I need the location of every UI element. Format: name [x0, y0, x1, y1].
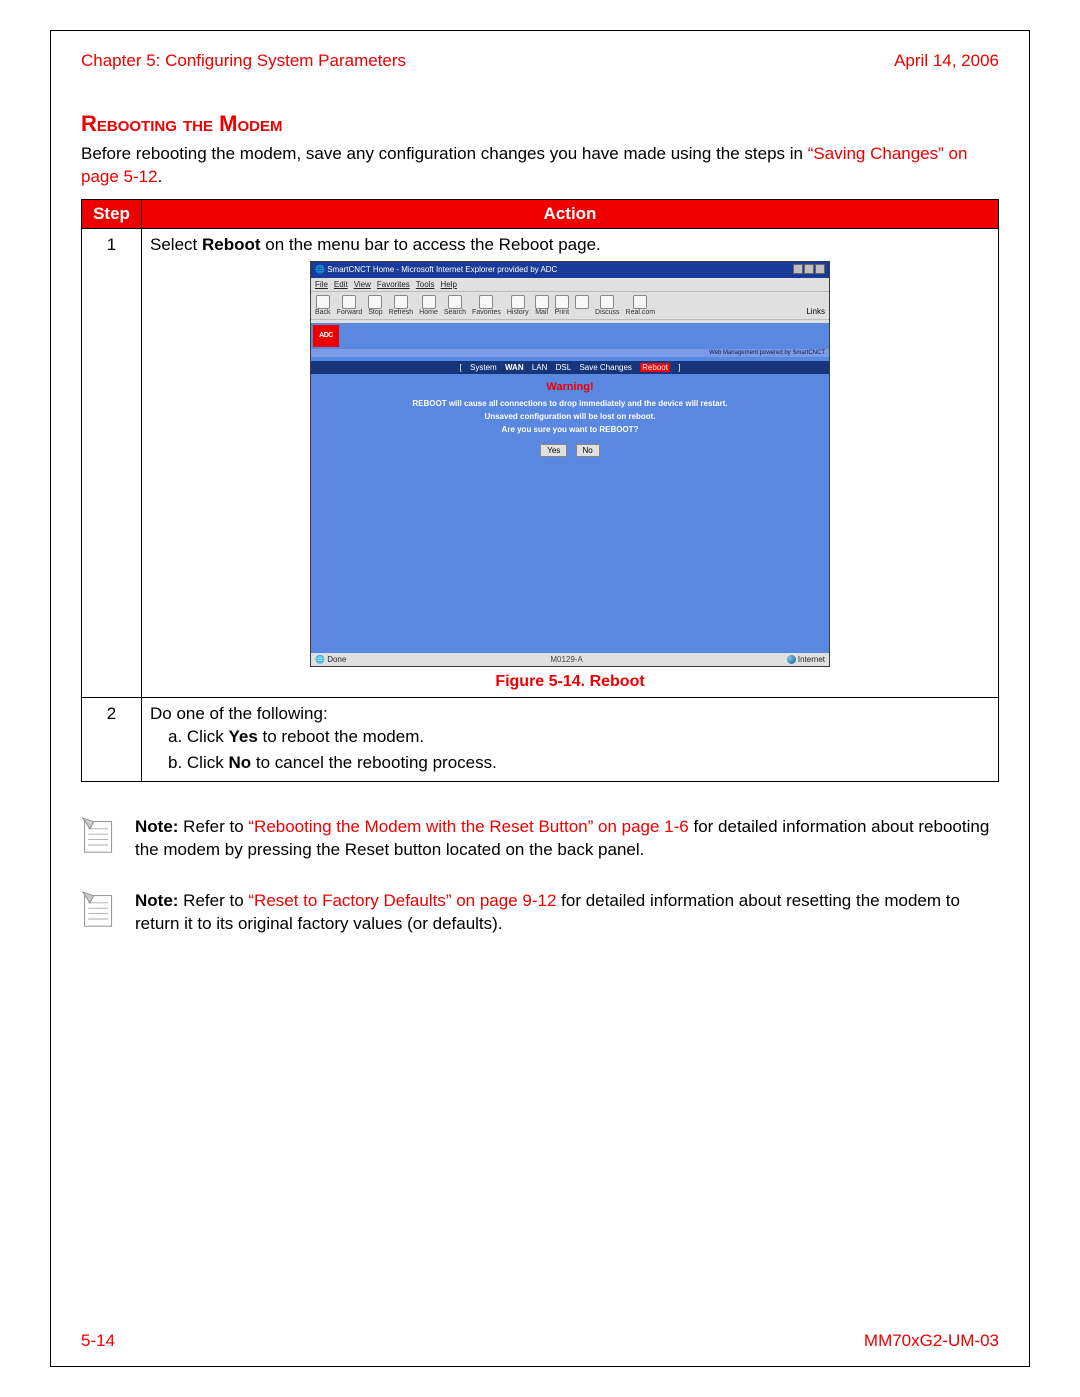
- note-item: Note: Refer to “Reset to Factory Default…: [81, 890, 999, 936]
- page-footer: 5-14 MM70xG2-UM-03: [81, 1311, 999, 1351]
- page-body: ADC Web Management powered by SmartCNCT …: [311, 323, 829, 653]
- intro-pre: Before rebooting the modem, save any con…: [81, 144, 808, 163]
- adc-logo: ADC: [313, 325, 339, 347]
- intro-paragraph: Before rebooting the modem, save any con…: [81, 143, 999, 189]
- tool-mail: Mail: [535, 295, 549, 316]
- steps-table: Step Action 1 Select Reboot on the menu …: [81, 199, 999, 782]
- step-action: Select Reboot on the menu bar to access …: [142, 228, 999, 697]
- warning-line2: Unsaved configuration will be lost on re…: [311, 412, 829, 421]
- app-nav[interactable]: [ System WAN LAN DSL Save Changes Reboot…: [311, 361, 829, 374]
- warning-title: Warning!: [311, 381, 829, 393]
- r1-bold: Reboot: [202, 235, 261, 254]
- note-link[interactable]: “Reset to Factory Defaults” on page 9-12: [248, 891, 556, 910]
- note-item: Note: Refer to “Rebooting the Modem with…: [81, 816, 999, 862]
- status-code: M0129-A: [346, 655, 787, 664]
- note-icon: [81, 816, 117, 861]
- browser-toolbar[interactable]: Back Forward Stop Refresh Home Search Fa…: [311, 291, 829, 319]
- tool-search: Search: [444, 295, 466, 316]
- chapter-title: Chapter 5: Configuring System Parameters: [81, 51, 406, 71]
- r1-post: on the menu bar to access the Reboot pag…: [261, 235, 601, 254]
- tool-stop: Stop: [368, 295, 382, 316]
- tool-print: Print: [555, 295, 569, 316]
- tool-forward: Forward: [337, 295, 363, 316]
- tool-favorites: Favorites: [472, 295, 501, 316]
- notes-section: Note: Refer to “Rebooting the Modem with…: [81, 816, 999, 964]
- no-button[interactable]: No: [576, 444, 600, 457]
- r2-lead: Do one of the following:: [150, 704, 990, 724]
- tool-realcom: Real.com: [626, 295, 656, 316]
- window-titlebar: 🌐 SmartCNCT Home - Microsoft Internet Ex…: [311, 262, 829, 278]
- window-controls[interactable]: [792, 264, 825, 276]
- tool-discuss: Discuss: [595, 295, 620, 316]
- note-label: Note:: [135, 891, 178, 910]
- table-row: 2 Do one of the following: a. Click Yes …: [82, 698, 999, 782]
- footer-page: 5-14: [81, 1331, 115, 1351]
- intro-post: .: [158, 167, 163, 186]
- table-row: 1 Select Reboot on the menu bar to acces…: [82, 228, 999, 697]
- yes-button[interactable]: Yes: [540, 444, 567, 457]
- links-label[interactable]: Links: [806, 307, 825, 316]
- footer-doc: MM70xG2-UM-03: [864, 1331, 999, 1351]
- step-action: Do one of the following: a. Click Yes to…: [142, 698, 999, 782]
- page-header: Chapter 5: Configuring System Parameters…: [81, 51, 999, 71]
- document-page: Chapter 5: Configuring System Parameters…: [50, 30, 1030, 1367]
- note-link[interactable]: “Rebooting the Modem with the Reset Butt…: [248, 817, 688, 836]
- step-number: 1: [82, 228, 142, 697]
- status-bar: 🌐 Done M0129-A Internet: [311, 653, 829, 666]
- browser-menu[interactable]: FileEditViewFavoritesToolsHelp: [311, 278, 829, 291]
- section-heading: Rebooting the Modem: [81, 111, 999, 137]
- tool-blank: [575, 295, 589, 316]
- tool-back: Back: [315, 295, 331, 316]
- browser-screenshot: 🌐 SmartCNCT Home - Microsoft Internet Ex…: [310, 261, 830, 667]
- note-icon: [81, 890, 117, 935]
- tool-home: Home: [419, 295, 438, 316]
- mgmt-strip: Web Management powered by SmartCNCT: [311, 349, 829, 357]
- note-label: Note:: [135, 817, 178, 836]
- warning-line3: Are you sure you want to REBOOT?: [311, 425, 829, 434]
- step-number: 2: [82, 698, 142, 782]
- figure-caption: Figure 5-14. Reboot: [150, 673, 990, 691]
- header-date: April 14, 2006: [894, 51, 999, 71]
- col-step: Step: [82, 199, 142, 228]
- tool-refresh: Refresh: [389, 295, 414, 316]
- r1-pre: Select: [150, 235, 202, 254]
- warning-line1: REBOOT will cause all connections to dro…: [311, 399, 829, 408]
- window-title: 🌐 SmartCNCT Home - Microsoft Internet Ex…: [315, 265, 557, 274]
- nav-active: Reboot: [640, 363, 670, 372]
- tool-history: History: [507, 295, 529, 316]
- warning-block: Warning! REBOOT will cause all connectio…: [311, 323, 829, 457]
- col-action: Action: [142, 199, 999, 228]
